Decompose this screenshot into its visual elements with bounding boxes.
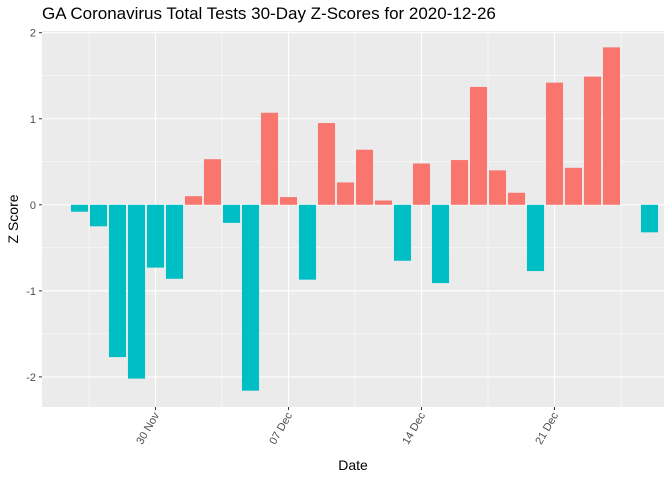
bar [165, 204, 184, 279]
bar [336, 182, 355, 205]
y-axis-label: Z Score [5, 194, 21, 243]
bar [526, 204, 545, 272]
y-tick-label: -1 [26, 286, 36, 298]
bar [545, 82, 564, 205]
bar [393, 204, 412, 261]
bars [70, 47, 659, 391]
bar [279, 197, 298, 205]
grid-minor [42, 31, 664, 407]
chart-title: GA Coronavirus Total Tests 30-Day Z-Scor… [42, 4, 496, 23]
x-tick-label: 07 Dec [267, 410, 295, 447]
y-tick-label: -2 [26, 372, 36, 384]
bar [241, 204, 260, 391]
bar [374, 200, 393, 205]
y-tick-label: 0 [30, 200, 36, 212]
bar [602, 47, 621, 205]
x-tick-label: 30 Nov [134, 410, 162, 447]
bar [317, 123, 336, 205]
y-tick-label: 2 [30, 28, 36, 40]
bar [260, 112, 279, 205]
x-axis-label: Date [338, 457, 368, 473]
bar [412, 163, 431, 205]
bar [431, 204, 450, 284]
bar [450, 160, 469, 205]
bar [469, 86, 488, 205]
x-tick-label: 14 Dec [400, 410, 428, 447]
bar [640, 204, 659, 233]
y-axis: -2 -1 0 1 2 [26, 28, 42, 384]
bar [127, 204, 146, 379]
x-axis: 30 Nov 07 Dec 14 Dec 21 Dec [134, 407, 561, 447]
bar [184, 196, 203, 205]
bar [89, 204, 108, 227]
bar [564, 167, 583, 205]
x-tick-label: 21 Dec [533, 410, 561, 447]
bar [583, 76, 602, 205]
bar [146, 204, 165, 268]
bar [355, 149, 374, 205]
bar [70, 204, 89, 212]
bar [507, 192, 526, 205]
bar [488, 170, 507, 205]
y-tick-label: 1 [30, 114, 36, 126]
bar [108, 204, 127, 358]
bar [222, 204, 241, 223]
bar [203, 159, 222, 205]
bar [298, 204, 317, 280]
